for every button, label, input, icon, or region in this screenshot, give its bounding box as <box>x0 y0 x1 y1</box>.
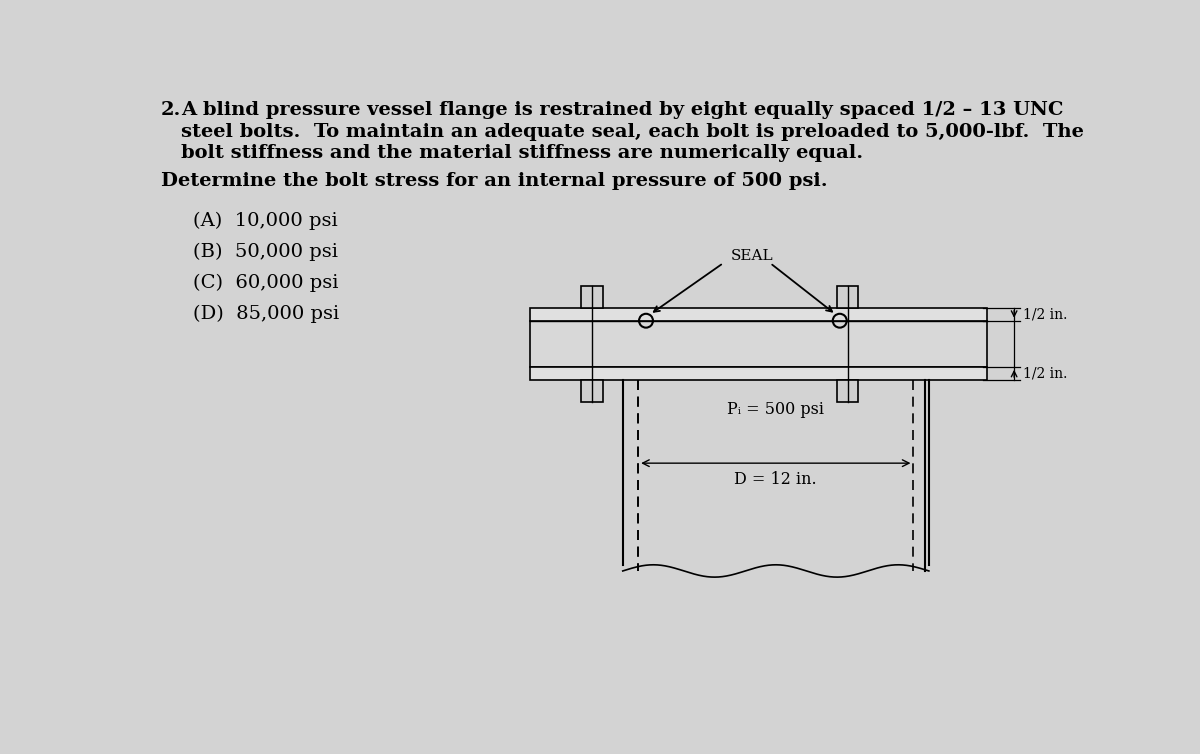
Bar <box>529 367 986 380</box>
Text: 1/2 in.: 1/2 in. <box>1024 366 1068 381</box>
Text: bolt stiffness and the material stiffness are numerically equal.: bolt stiffness and the material stiffnes… <box>181 144 863 162</box>
Bar <box>836 380 858 402</box>
Text: SEAL: SEAL <box>731 249 774 263</box>
Text: 2.: 2. <box>161 101 181 119</box>
Text: (D)  85,000 psi: (D) 85,000 psi <box>193 305 338 323</box>
Bar <box>529 320 986 367</box>
Text: 1/2 in.: 1/2 in. <box>1024 307 1068 321</box>
Bar <box>581 286 602 308</box>
Text: steel bolts.  To maintain an adequate seal, each bolt is preloaded to 5,000-lbf.: steel bolts. To maintain an adequate sea… <box>181 123 1084 141</box>
Text: D = 12 in.: D = 12 in. <box>734 470 817 488</box>
Text: (A)  10,000 psi: (A) 10,000 psi <box>193 212 337 231</box>
Bar <box>529 308 986 320</box>
Text: (B)  50,000 psi: (B) 50,000 psi <box>193 243 337 261</box>
Text: Pᵢ = 500 psi: Pᵢ = 500 psi <box>727 401 824 418</box>
Text: (C)  60,000 psi: (C) 60,000 psi <box>193 274 338 292</box>
Bar <box>836 286 858 308</box>
Text: A blind pressure vessel flange is restrained by eight equally spaced 1/2 – 13 UN: A blind pressure vessel flange is restra… <box>181 101 1063 119</box>
Bar <box>581 380 602 402</box>
Text: Determine the bolt stress for an internal pressure of 500 psi.: Determine the bolt stress for an interna… <box>161 172 828 190</box>
